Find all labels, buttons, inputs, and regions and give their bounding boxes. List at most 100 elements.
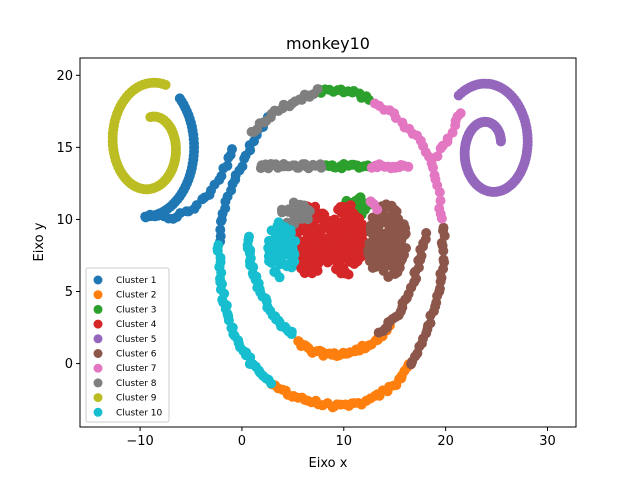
data-point [346,238,357,249]
data-point [375,260,385,271]
data-point [432,151,443,162]
legend-marker [93,363,103,373]
x-tick-label: 30 [539,434,556,449]
legend-marker [93,393,103,403]
data-point [383,231,394,241]
data-point [346,256,357,267]
data-point [388,257,399,268]
x-tick-label: 10 [336,434,353,449]
data-point [334,257,344,268]
data-point [343,230,354,241]
data-point [495,136,506,147]
plot-frame [79,57,577,428]
data-point [425,318,436,329]
legend-entry-label: Cluster 1 [116,276,157,286]
legend-entry-label: Cluster 3 [116,305,157,315]
legend-entry-label: Cluster 10 [116,408,163,418]
data-point [436,213,447,224]
data-point [438,222,449,233]
data-point [316,162,327,173]
y-tick-label: 20 [56,69,73,84]
data-point [145,112,156,123]
data-point [287,258,298,269]
series-cluster-9 [107,77,181,195]
data-point [345,200,356,211]
y-axis-label: Eixo y [32,222,47,261]
legend-entry-label: Cluster 9 [116,394,157,404]
series-cluster-10 [212,217,301,389]
data-point [363,245,373,256]
data-point [266,378,277,389]
series-cluster-5 [453,78,533,197]
data-point [312,265,323,276]
data-point [355,233,366,244]
data-point [297,236,308,247]
legend-entry-label: Cluster 7 [116,364,157,374]
points-layer [107,77,533,413]
legend-marker [93,349,103,358]
data-point [383,272,394,282]
series-cluster-8 [246,84,327,230]
data-point [394,238,404,249]
x-tick-label: 20 [437,434,454,449]
series-cluster-7 [365,98,466,224]
y-tick-label: 5 [65,285,73,300]
y-tick-label: 10 [56,213,73,228]
data-point [370,218,381,229]
legend-marker [93,319,103,329]
data-point [278,250,289,261]
legend-marker [93,378,103,388]
data-point [289,217,300,228]
data-point [304,262,315,273]
data-point [222,160,233,171]
data-point [435,195,446,206]
data-point [372,204,383,215]
data-point [294,199,305,210]
data-point [356,251,367,262]
y-tick-label: 15 [56,141,73,156]
legend-marker [93,304,103,314]
legend-marker [93,290,103,300]
data-point [325,216,336,226]
data-point [264,246,275,257]
x-tick-label: −10 [126,434,153,449]
data-point [421,228,432,238]
data-point [306,228,317,239]
data-point [315,240,326,251]
data-point [215,224,226,235]
legend-entry-label: Cluster 8 [116,379,157,389]
chart-title: monkey10 [286,34,370,53]
data-point [312,84,323,95]
data-point [455,108,466,119]
legend-entry-label: Cluster 2 [116,291,157,301]
data-point [356,201,367,212]
data-point [400,223,411,234]
legend-box [85,267,170,423]
data-point [286,329,297,340]
x-tick-label: 0 [238,434,246,449]
data-point [298,211,309,222]
data-point [237,161,248,172]
legend-marker [93,334,103,344]
data-point [264,256,274,267]
data-point [333,204,344,215]
data-point [266,225,277,236]
legend: Cluster 1 Cluster 2 Cluster 3 Cluster 4 Clus… [85,267,170,423]
series-cluster-3 [313,84,374,222]
legend-marker [93,407,103,417]
legend-marker [93,275,103,285]
data-point [353,193,364,204]
data-point [438,254,449,265]
y-tick-label: 0 [65,357,73,372]
data-point [434,187,445,198]
legend-entry-label: Cluster 4 [116,320,157,330]
data-point [344,213,355,224]
data-point [285,228,296,239]
data-point [392,267,403,278]
data-point [331,233,342,244]
data-point [398,250,409,260]
data-point [369,231,380,242]
data-point [227,144,237,155]
data-point [269,266,280,277]
data-point [289,248,299,259]
